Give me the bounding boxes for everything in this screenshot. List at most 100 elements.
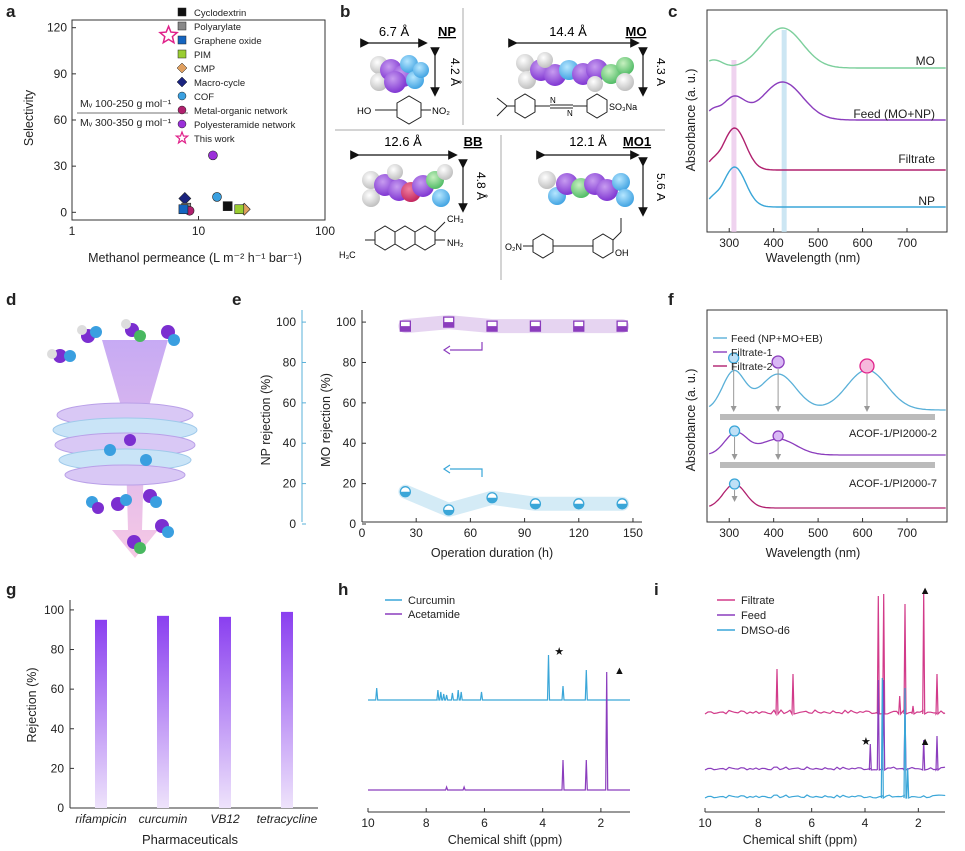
f-legend-label: Filtrate-2: [731, 361, 773, 373]
g-bar-rifampicin: [95, 619, 107, 808]
g-ytick-label: 60: [51, 682, 65, 696]
e-ytick-label-mo: 20: [343, 477, 357, 491]
e-ytick-label-mo: 80: [343, 355, 357, 369]
mo1-molecule-model: [538, 171, 634, 207]
h-xtick-label: 8: [423, 816, 430, 830]
e-point-mo-fill: [530, 326, 541, 332]
i-star-marker: ★: [861, 736, 871, 748]
g-ylabel: Rejection (%): [25, 667, 39, 742]
f-peak-marker: [859, 358, 875, 374]
d-molecules: [47, 319, 180, 554]
i-xtick-label: 8: [755, 816, 762, 830]
svg-text:OH: OH: [615, 248, 629, 258]
bb-molecule-model: [362, 164, 453, 207]
svg-text:NO₂: NO₂: [432, 106, 450, 117]
c-line-0: [708, 27, 946, 69]
a-xtick-label: 10: [192, 224, 206, 238]
panel-d-illustration: [47, 319, 198, 558]
e-xtick-label: 120: [569, 526, 589, 540]
c-line-3: [708, 166, 946, 208]
a-region-label-1: Mᵥ 100-250 g mol⁻¹: [80, 98, 172, 110]
f-drop-arrowhead: [775, 454, 782, 460]
i-line-feed: [704, 679, 946, 772]
a-legend-label: Macro-cycle: [194, 78, 245, 89]
np-height-label: 4.2 Å: [448, 58, 463, 86]
a-legend-marker: [177, 105, 187, 115]
e-mo-arrowhead: [442, 345, 451, 355]
e-ytick-label-np: 0: [289, 517, 296, 531]
h-legend-label: Acetamide: [408, 609, 460, 621]
h-xtick-label: 10: [361, 816, 375, 830]
panel-g-chart: 0 20 40 60 80 100 rifampicin curcumin VB12 tetrac…: [25, 600, 318, 847]
a-legend-marker: [176, 76, 188, 88]
panel-h-chart: 10 8 6 4 2 ★ ▲ Curcumin Acetamide Chemical shift…: [361, 595, 630, 847]
mo1-structure: O₂N OH: [505, 218, 629, 259]
c-ylabel: Absorbance (a. u.): [684, 69, 698, 172]
i-triangle-marker: ▲: [920, 736, 931, 748]
e-band-mo: [398, 315, 630, 334]
i-xtick-label: 6: [808, 816, 815, 830]
a-ytick-label: 30: [54, 159, 68, 173]
a-xtick-label: 100: [315, 224, 335, 238]
e-xtick-label: 150: [623, 526, 643, 540]
a-ytick-label: 0: [60, 205, 67, 219]
svg-text:NH₂: NH₂: [447, 238, 464, 248]
e-point-mo-fill: [443, 322, 454, 328]
a-region-label-2: Mᵥ 300-350 g mol⁻¹: [80, 117, 172, 129]
e-ytick-label-mo: 0: [349, 517, 356, 531]
i-xtick-label: 2: [915, 816, 922, 830]
panel-label-h: h: [338, 580, 349, 599]
mo-name-label: MO: [626, 24, 647, 39]
e-ylabel-mo: MO rejection (%): [319, 373, 333, 467]
e-np-arrowhead: [442, 464, 451, 474]
c-xtick-label: 700: [897, 236, 917, 250]
a-xtick-label: 1: [69, 224, 76, 238]
a-legend-label: PIM: [194, 50, 211, 61]
f-peak-marker: [728, 352, 740, 364]
a-xlabel: Methanol permeance (L m⁻² h⁻¹ bar⁻¹): [88, 251, 302, 265]
i-xlabel: Chemical shift (ppm): [743, 833, 858, 847]
g-xtick-label: rifampicin: [75, 812, 127, 826]
h-xtick-label: 2: [598, 816, 605, 830]
f-line-1: [708, 431, 946, 456]
e-mo-axis-arrow: [450, 342, 483, 351]
mo-height-label: 4.3 Å: [654, 58, 665, 86]
a-legend-marker: [177, 91, 187, 101]
f-xtick-label: 300: [719, 526, 739, 540]
svg-text:HO: HO: [357, 106, 371, 117]
a-point-this-work: [158, 24, 179, 45]
g-bar-VB12: [219, 616, 231, 808]
g-xlabel: Pharmaceuticals: [142, 832, 239, 847]
np-structure: HO NO₂: [357, 95, 450, 125]
a-point-macro-cycle: [178, 192, 192, 205]
e-ytick-label-np: 80: [283, 355, 297, 369]
e-point-np-fill: [400, 491, 411, 497]
e-ytick-label-np: 20: [283, 477, 297, 491]
e-xtick-label: 30: [410, 526, 424, 540]
a-legend-marker: [177, 35, 187, 45]
e-ytick-label-np: 60: [283, 396, 297, 410]
a-point-graphene-oxide: [178, 204, 189, 215]
d-membrane-layers: [52, 402, 198, 486]
c-line-2: [708, 127, 946, 171]
panel-i-chart: 10 8 6 4 2 ▲ ★ ▲ Filtrate Feed DMSO-d6 Chemical sh…: [698, 585, 946, 847]
f-plot-frame: [706, 309, 948, 523]
a-legend-marker: [177, 7, 187, 17]
a-legend-marker: [174, 130, 190, 145]
i-line-dmso: [704, 677, 946, 800]
f-xtick-label: 500: [808, 526, 828, 540]
c-label-feed: Feed (MO+NP): [853, 107, 935, 121]
svg-text:SO₃Na: SO₃Na: [609, 102, 637, 112]
f-line-2: [708, 483, 946, 509]
e-xlabel: Operation duration (h): [431, 546, 553, 560]
mo-structure: N N SO₃Na: [496, 93, 637, 119]
panel-label-a: a: [6, 2, 16, 21]
bb-size-label: 12.6 Å: [384, 134, 422, 149]
i-xtick-label: 4: [862, 816, 869, 830]
h-triangle-marker: ▲: [614, 665, 625, 677]
c-np-band: [731, 60, 737, 232]
h-xtick-label: 6: [481, 816, 488, 830]
e-xtick-label: 90: [518, 526, 532, 540]
e-ytick-label-np: 100: [276, 315, 296, 329]
g-ytick-label: 0: [57, 801, 64, 815]
